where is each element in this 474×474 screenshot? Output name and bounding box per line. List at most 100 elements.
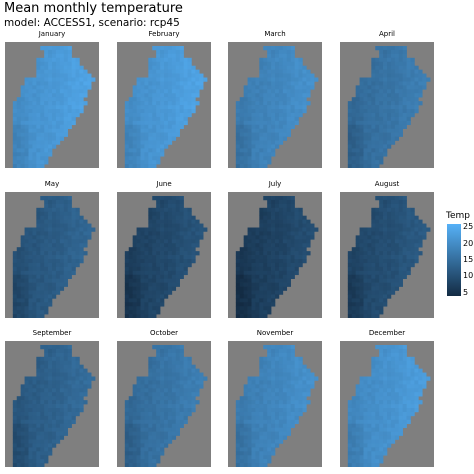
map-cell <box>167 211 173 216</box>
map-cell <box>183 116 188 122</box>
map-cell <box>44 459 49 464</box>
map-cell <box>243 243 248 248</box>
map-cell <box>136 427 141 432</box>
map-cell <box>40 239 45 244</box>
map-cell <box>36 247 41 252</box>
map-cell <box>87 73 92 78</box>
map-cell <box>247 384 252 389</box>
map-cell <box>63 243 68 248</box>
map-cell <box>59 247 65 252</box>
map-cell <box>128 270 133 276</box>
map-cell <box>156 132 161 137</box>
map-cell <box>243 400 248 405</box>
map-cell <box>387 364 392 369</box>
map-cell <box>124 152 130 157</box>
map-cell <box>255 294 260 299</box>
map-cell <box>20 120 25 126</box>
map-cell <box>48 85 53 90</box>
map-cell <box>367 85 372 90</box>
map-cell <box>359 411 364 417</box>
map-cell <box>48 411 53 417</box>
map-cell <box>148 140 153 145</box>
map-cell <box>124 148 130 153</box>
map-cell <box>247 128 252 133</box>
map-cell <box>406 93 411 98</box>
map-cell <box>191 384 196 389</box>
map-cell <box>75 251 80 256</box>
map-cell <box>55 404 61 409</box>
map-cell <box>418 388 423 393</box>
map-cell <box>156 400 161 405</box>
map-cell <box>128 251 133 256</box>
map-cell <box>32 77 37 82</box>
map-raster <box>347 46 431 168</box>
map-cell <box>271 132 276 137</box>
map-cell <box>282 132 288 137</box>
map-cell <box>164 411 169 417</box>
map-cell <box>247 156 252 161</box>
map-cell <box>418 93 423 98</box>
map-cell <box>79 215 84 220</box>
map-cell <box>132 247 137 252</box>
map-cell <box>40 360 45 365</box>
map-cell <box>383 419 388 425</box>
map-cell <box>20 435 25 440</box>
map-cell <box>383 255 388 260</box>
map-cell <box>124 156 130 161</box>
map-cell <box>195 89 200 94</box>
map-cell <box>191 364 196 369</box>
map-cell <box>235 290 241 295</box>
map-cell <box>175 207 180 213</box>
map-cell <box>36 356 41 362</box>
map-cell <box>255 243 260 248</box>
map-cell <box>36 455 41 460</box>
map-cell <box>67 364 72 369</box>
map-cell <box>179 255 184 260</box>
map-cell <box>355 97 360 102</box>
map-cell <box>275 105 280 110</box>
map-cell <box>59 77 65 82</box>
map-cell <box>24 286 29 291</box>
map-cell <box>282 81 288 86</box>
map-cell <box>290 364 295 369</box>
map-cell <box>302 93 307 98</box>
map-cell <box>290 411 295 417</box>
map-cell <box>278 274 284 279</box>
map-cell <box>71 415 76 421</box>
map-cell <box>75 262 80 268</box>
map-cell <box>239 136 244 141</box>
map-cell <box>359 152 364 157</box>
map-cell <box>156 227 161 232</box>
map-cell <box>239 156 244 161</box>
map-cell <box>306 239 311 244</box>
map-cell <box>367 164 372 168</box>
map-cell <box>275 345 280 350</box>
map-cell <box>298 251 303 256</box>
map-cell <box>235 120 241 126</box>
map-cell <box>128 109 133 114</box>
map-cell <box>282 376 288 381</box>
map-cell <box>44 57 49 63</box>
map-cell <box>79 73 84 78</box>
map-cell <box>71 73 76 78</box>
map-cell <box>24 415 29 421</box>
map-cell <box>275 227 280 232</box>
map-cell <box>187 356 192 362</box>
map-cell <box>48 65 53 70</box>
map-cell <box>40 112 45 118</box>
map-cell <box>383 380 388 385</box>
map-cell <box>136 408 141 413</box>
map-cell <box>351 411 356 417</box>
map-cell <box>271 352 276 358</box>
map-cell <box>40 81 45 86</box>
map-cell <box>367 302 372 307</box>
map-cell <box>40 290 45 295</box>
map-cell <box>394 286 400 291</box>
map-cell <box>255 112 260 118</box>
map-cell <box>20 251 25 256</box>
map-cell <box>24 400 29 405</box>
map-cell <box>367 227 372 232</box>
map-cell <box>32 376 37 381</box>
map-cell <box>179 49 184 55</box>
map-cell <box>160 152 165 157</box>
